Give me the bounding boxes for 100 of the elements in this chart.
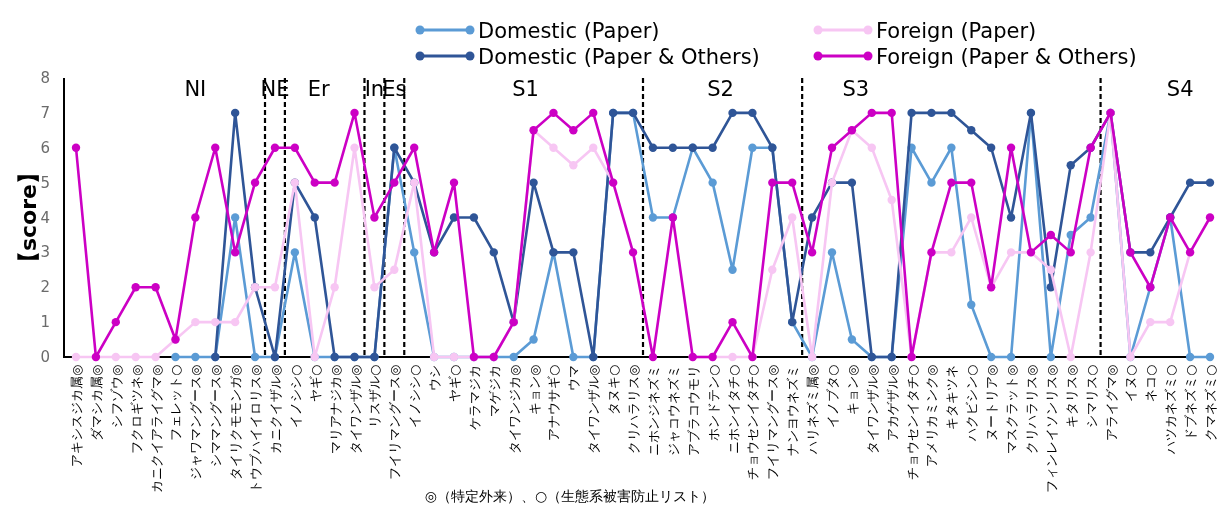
point: [967, 126, 976, 135]
point: [1146, 248, 1155, 257]
point: [549, 143, 558, 152]
x-tick-label: アメリカミンク◎: [924, 364, 940, 467]
point: [569, 126, 578, 135]
point: [947, 108, 956, 118]
y-tick-label: 4: [40, 208, 50, 227]
text: ◎（特定外来）、○（生態系被害防止リスト）: [424, 488, 716, 504]
point: [648, 143, 658, 152]
point: [1046, 265, 1056, 275]
x-tick-label: アキシスジカ属◎: [69, 364, 84, 467]
x-tick-label: キョン◎: [526, 364, 542, 415]
point: [569, 352, 578, 362]
x-tick-label: ネコ○: [1143, 364, 1159, 402]
point: [569, 160, 578, 170]
point: [728, 108, 737, 118]
point: [71, 352, 81, 362]
point: [1006, 213, 1016, 222]
x-tick-label: シマリス○: [1083, 364, 1099, 428]
point: [887, 108, 896, 118]
x-tick-label: フイリマングース◎: [387, 364, 403, 480]
point: [151, 352, 160, 362]
x-tick-label: ドブネズミ○: [1183, 364, 1199, 441]
point: [270, 143, 280, 152]
point: [1006, 352, 1016, 362]
point: [191, 352, 200, 362]
point: [867, 108, 876, 118]
x-tick-label: イノブタ○: [825, 364, 840, 428]
y-tick-label: 2: [40, 278, 50, 297]
point: [230, 317, 240, 327]
x-tick-label: クマネズミ○: [1203, 364, 1217, 441]
point: [569, 248, 578, 257]
point: [250, 352, 260, 362]
x-tick-label: キタリス◎: [1063, 364, 1079, 428]
point: [947, 248, 956, 257]
x-tick-label: タヌキ○: [606, 364, 622, 415]
point: [728, 317, 737, 327]
x-tick-label: タイワンザル◎: [586, 364, 602, 454]
legend-label: Foreign (Paper): [876, 19, 1037, 43]
point: [1205, 178, 1215, 187]
point: [111, 352, 120, 362]
y-tick-label: 7: [40, 103, 50, 122]
x-tick-label: タイワンザル◎: [347, 364, 363, 454]
x-tick-label: トウブハイイロリス◎: [248, 364, 264, 493]
point: [947, 178, 956, 187]
point: [230, 108, 240, 118]
x-tick-label: クリハラリス◎: [626, 364, 642, 454]
x-tick-label: イノシシ○: [407, 364, 423, 428]
point: [628, 248, 638, 257]
x-tick-label: フェレット○: [168, 364, 184, 441]
point: [350, 108, 359, 118]
point: [748, 108, 757, 118]
x-tick-label: チョウセンイタチ○: [904, 364, 920, 480]
point: [290, 248, 300, 257]
x-tick-label: ウマ: [566, 365, 582, 391]
legend-label: Foreign (Paper & Others): [876, 45, 1137, 69]
x-tick-label: ハクビシン○: [964, 364, 980, 442]
point: [449, 178, 459, 187]
point: [1086, 248, 1095, 257]
point: [807, 213, 817, 222]
point: [1205, 213, 1215, 222]
point: [1185, 178, 1195, 187]
point: [330, 283, 339, 292]
point: [1086, 213, 1095, 222]
annotation: Er: [307, 77, 331, 101]
x-tick-label: ハツカネズミ○: [1163, 364, 1179, 455]
x-tick-label: リスザル○: [367, 364, 383, 428]
x-tick-label: タイワンザル◎: [864, 364, 880, 454]
x-tick-label: キタキツネ: [944, 365, 960, 430]
point: [310, 178, 319, 187]
annotation: S2: [707, 77, 734, 101]
x-tick-label: ハリネズミ属◎: [805, 364, 821, 455]
x-tick-label: タイワンジカ◎: [506, 364, 522, 454]
x-tick-label: マリアナジカ◎: [327, 364, 343, 454]
point: [728, 352, 737, 362]
point: [1006, 248, 1016, 257]
y-axis-title: 【score】: [16, 161, 41, 274]
point: [907, 108, 916, 118]
x-tick-label: ジャワマングース◎: [188, 364, 204, 480]
x-tick-label: チョウセンイタチ○: [745, 364, 761, 480]
x-tick-label: タイリクモモンガ◎: [228, 364, 244, 480]
x-tick-label: ジャコウネズミ: [665, 365, 681, 456]
annotation: S4: [1166, 77, 1194, 101]
point: [410, 248, 419, 257]
legend-label: Domestic (Paper & Others): [478, 45, 760, 69]
y-tick-label: 0: [40, 348, 50, 366]
x-tick-label: アブラコウモリ: [685, 365, 701, 456]
x-tick-label: ニホンジネズミ: [645, 365, 661, 456]
point: [967, 213, 976, 222]
x-tick-label: アライグマ◎: [1103, 364, 1119, 441]
point: [648, 352, 658, 362]
point: [270, 283, 280, 292]
point: [927, 108, 936, 118]
point: [370, 213, 379, 222]
annotation: NI: [184, 77, 207, 101]
point: [489, 248, 498, 257]
point: [211, 143, 220, 152]
point: [768, 178, 777, 187]
y-tick-label: 8: [40, 69, 50, 87]
point: [469, 213, 479, 222]
